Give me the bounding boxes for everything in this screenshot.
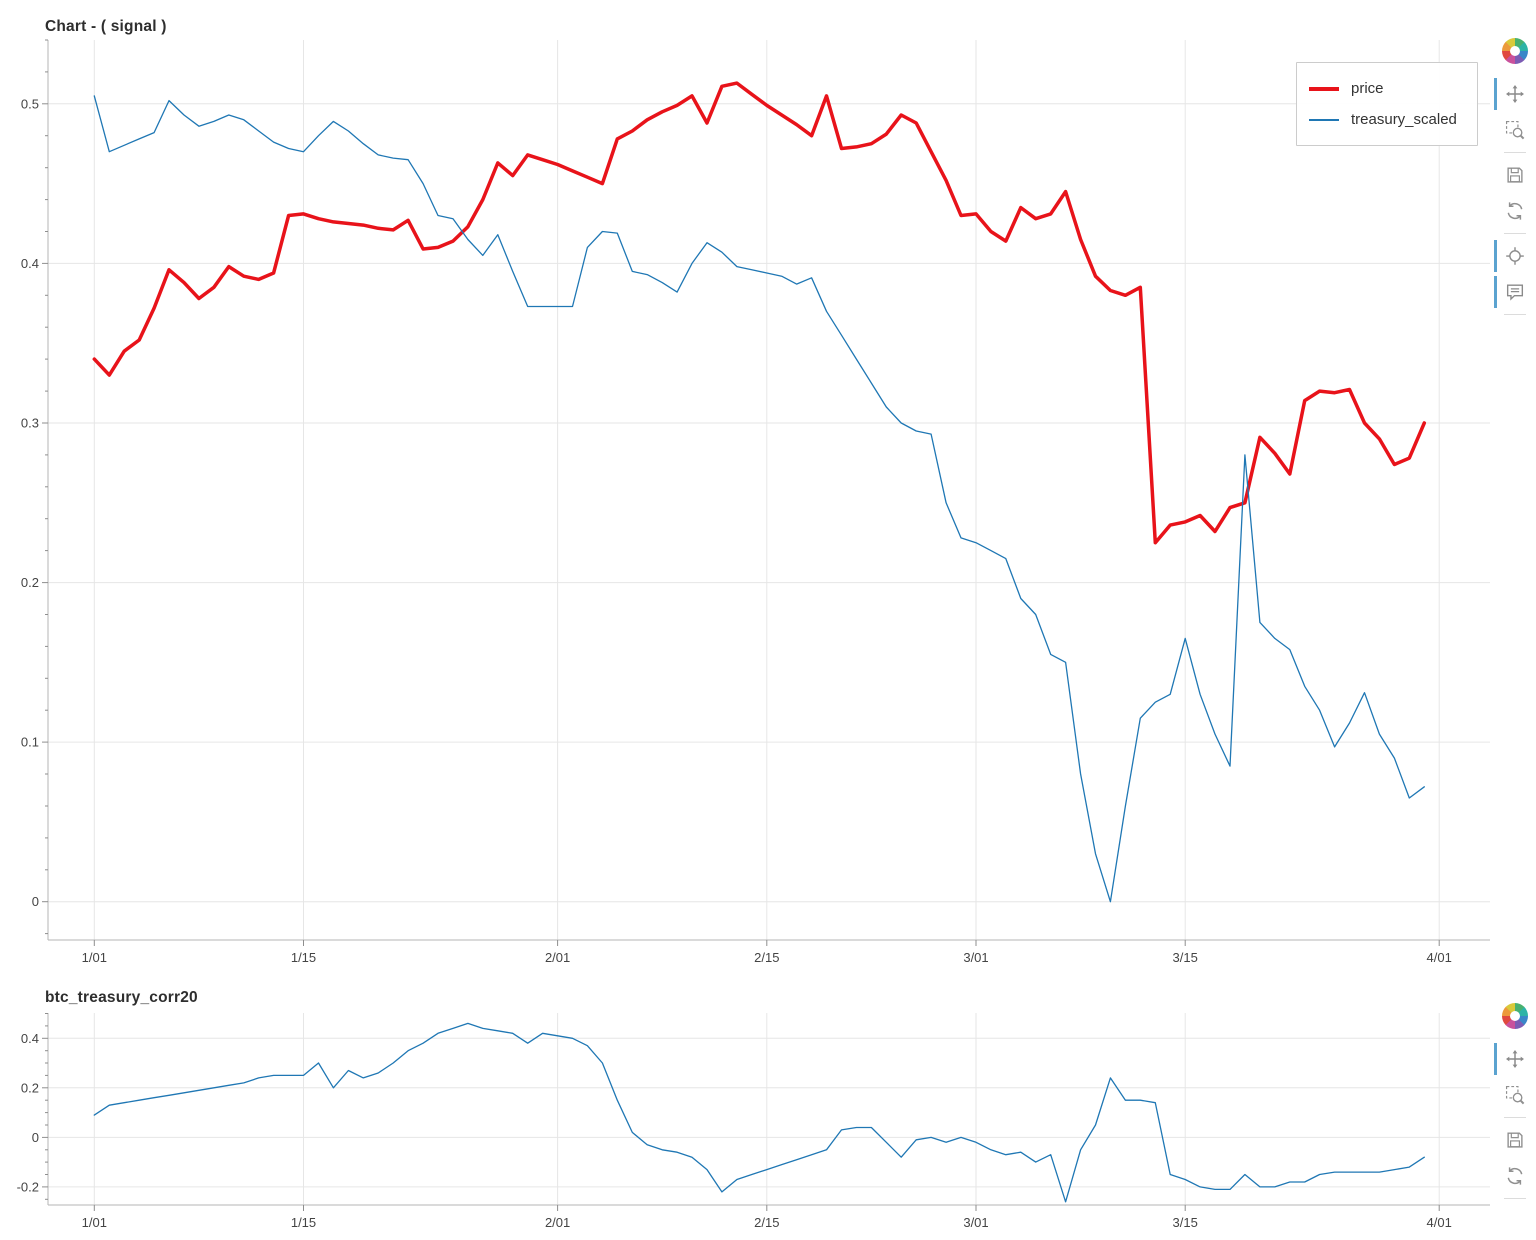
toolbar-divider [1504, 1117, 1526, 1118]
y-tick-label: 0 [32, 1130, 39, 1145]
btc_treasury_corr20-line [93, 1022, 1425, 1203]
pan-tool-button[interactable] [1494, 1043, 1528, 1075]
pan-icon [1506, 1050, 1524, 1068]
legend-item-treasury-scaled: treasury_scaled [1309, 104, 1465, 135]
y-tick-label: 0.4 [21, 256, 39, 271]
box-zoom-icon [1505, 1085, 1525, 1105]
y-tick-label: -0.2 [17, 1179, 39, 1194]
reset-tool-button[interactable] [1502, 198, 1528, 224]
hover-icon [1506, 284, 1524, 301]
box-zoom-tool-button[interactable] [1502, 1082, 1528, 1108]
save-icon [1507, 167, 1523, 183]
reset-icon [1507, 202, 1523, 220]
x-tick-label: 2/01 [545, 1215, 570, 1230]
toolbar-divider [1504, 314, 1526, 315]
bokeh-logo [1502, 1003, 1528, 1029]
price-line [92, 81, 1427, 545]
x-tick-label: 4/01 [1427, 950, 1452, 965]
chart-title-corr: btc_treasury_corr20 [45, 989, 198, 1006]
y-tick-label: 0.3 [21, 416, 39, 431]
corr-plot: -0.2 0 0.2 0.4 1/01 1/15 2/01 2/15 3/01 3/15 4/01 [17, 1013, 1490, 1230]
x-tick-label: 3/01 [963, 950, 988, 965]
reset-icon [1507, 1167, 1523, 1185]
hover-tool-button[interactable] [1494, 276, 1528, 308]
pan-tool-button[interactable] [1494, 78, 1528, 110]
x-tick-label: 1/15 [291, 950, 316, 965]
toolbar-divider [1504, 152, 1526, 153]
y-tick-label: 0.4 [21, 1031, 39, 1046]
x-tick-label: 4/01 [1427, 1215, 1452, 1230]
box-zoom-tool-button[interactable] [1502, 117, 1528, 143]
toolbar-divider [1504, 1198, 1526, 1199]
reset-tool-button[interactable] [1502, 1163, 1528, 1189]
toolbar-corr [1494, 1003, 1532, 1203]
treasury-scaled-line-swatch [1309, 118, 1339, 121]
x-tick-label: 3/01 [963, 1215, 988, 1230]
plot-canvas[interactable] [48, 1013, 1490, 1205]
figure-signal-chart: Chart - ( signal ) 0 0.1 0.2 0.3 0.4 0.5 1/01 1… [21, 18, 1532, 965]
price-line-swatch [1309, 86, 1339, 91]
save-icon [1507, 1132, 1523, 1148]
y-tick-label: 0.1 [21, 735, 39, 750]
x-tick-label: 1/01 [82, 950, 107, 965]
x-tick-label: 2/15 [754, 1215, 779, 1230]
x-tick-label: 1/15 [291, 1215, 316, 1230]
save-tool-button[interactable] [1502, 162, 1528, 188]
y-tick-label: 0.5 [21, 96, 39, 111]
toolbar-divider [1504, 233, 1526, 234]
box-zoom-icon [1505, 120, 1525, 140]
bokeh-logo [1502, 38, 1528, 64]
y-tick-label: 0.2 [21, 1080, 39, 1095]
x-tick-label: 2/15 [754, 950, 779, 965]
x-tick-label: 3/15 [1173, 950, 1198, 965]
crosshair-tool-button[interactable] [1494, 240, 1528, 272]
legend: price treasury_scaled [1296, 62, 1478, 146]
x-tick-label: 1/01 [82, 1215, 107, 1230]
signal-plot: 0 0.1 0.2 0.3 0.4 0.5 1/01 1/15 2/01 2/15 3/01 3/15… [21, 39, 1490, 965]
save-tool-button[interactable] [1502, 1127, 1528, 1153]
figure-corr-chart: btc_treasury_corr20 -0.2 0 0.2 0.4 1/01 1/15 2… [0, 975, 1536, 1240]
crosshair-icon [1506, 247, 1524, 265]
x-tick-label: 3/15 [1173, 1215, 1198, 1230]
y-tick-label: 0.2 [21, 575, 39, 590]
treasury_scaled-line [93, 95, 1425, 903]
y-tick-label: 0 [32, 894, 39, 909]
x-tick-label: 2/01 [545, 950, 570, 965]
pan-icon [1506, 85, 1524, 103]
legend-item-price: price [1309, 73, 1465, 104]
legend-label-treasury-scaled: treasury_scaled [1351, 111, 1457, 128]
toolbar-signal [1494, 38, 1532, 319]
plot-canvas[interactable] [48, 40, 1490, 940]
legend-label-price: price [1351, 80, 1384, 97]
chart-title-signal: Chart - ( signal ) [45, 18, 167, 35]
